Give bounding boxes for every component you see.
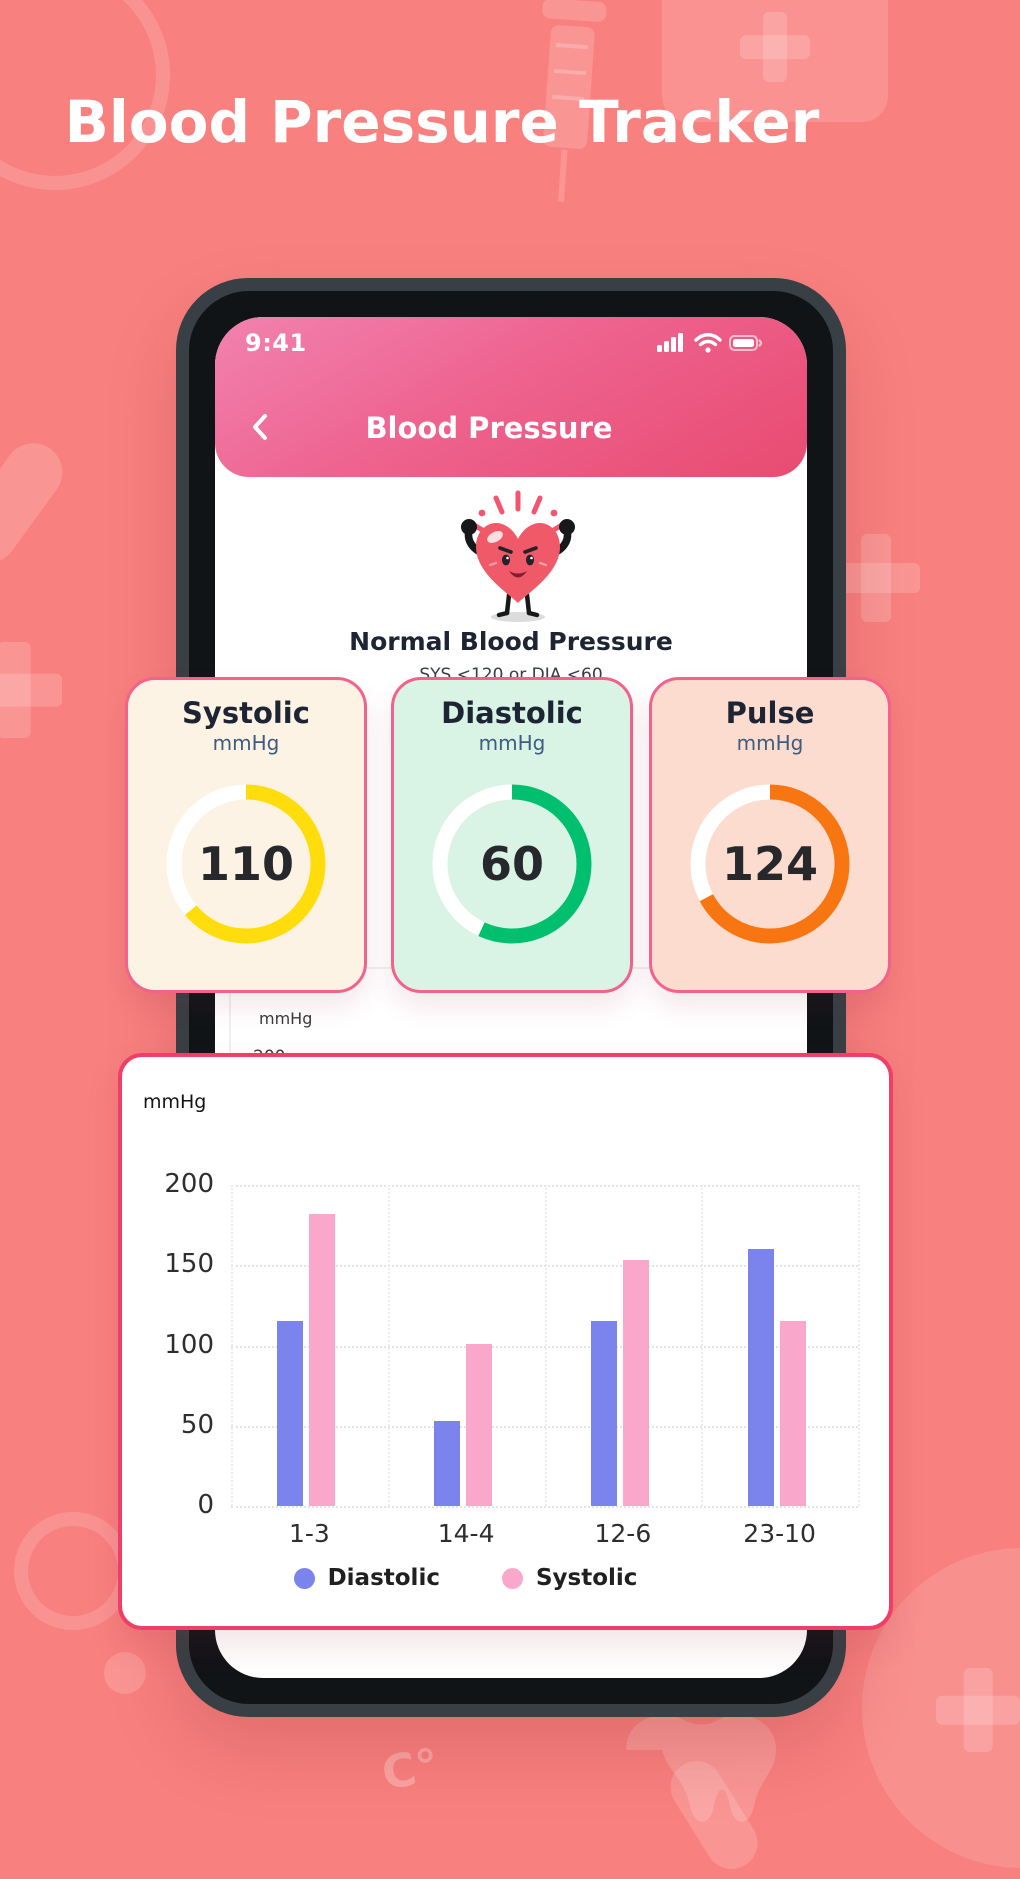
x-tick-label: 23-10 bbox=[743, 1519, 816, 1548]
legend-dot bbox=[501, 1567, 523, 1589]
medkit-icon bbox=[662, 0, 888, 122]
stat-card-unit: mmHg bbox=[736, 731, 804, 755]
decor-plus-icon bbox=[936, 1668, 1020, 1752]
bar-diastolic bbox=[747, 1249, 774, 1506]
app-header: 9:41 bbox=[215, 317, 807, 477]
battery-icon bbox=[729, 335, 763, 351]
status-time: 9:41 bbox=[245, 329, 307, 357]
chevron-left-icon bbox=[253, 414, 267, 440]
legend-label: Diastolic bbox=[327, 1565, 440, 1591]
nav-bar: Blood Pressure bbox=[215, 405, 807, 451]
x-tick-label: 1-3 bbox=[288, 1519, 330, 1548]
legend-item-diastolic: Diastolic bbox=[293, 1565, 440, 1591]
gridline-v bbox=[387, 1185, 390, 1506]
status-bar: 9:41 bbox=[245, 329, 763, 357]
bar-diastolic bbox=[277, 1321, 304, 1506]
nav-title: Blood Pressure bbox=[365, 411, 613, 445]
stat-card-label: Systolic bbox=[182, 696, 310, 730]
chart-legend: Diastolic Systolic bbox=[82, 1565, 849, 1591]
gauge-ring: 60 bbox=[424, 776, 600, 952]
y-tick-label: 200 bbox=[164, 1169, 214, 1199]
heart-mascot-illustration bbox=[461, 490, 575, 622]
back-button[interactable] bbox=[245, 407, 275, 447]
x-tick-label: 14-4 bbox=[437, 1519, 495, 1548]
bar-systolic bbox=[779, 1321, 806, 1506]
stat-card-label: Diastolic bbox=[441, 696, 583, 730]
page-title: Blood Pressure Tracker bbox=[64, 88, 820, 156]
stat-card: Pulse mmHg 124 bbox=[649, 677, 891, 993]
stat-card-value: 124 bbox=[721, 837, 819, 891]
gauge-ring: 124 bbox=[682, 776, 858, 952]
chart-unit-label: mmHg bbox=[143, 1091, 207, 1113]
y-tick-label: 150 bbox=[164, 1249, 214, 1280]
tooth-icon bbox=[626, 1715, 776, 1822]
y-tick-label: 50 bbox=[180, 1409, 214, 1440]
bar-systolic bbox=[622, 1260, 649, 1506]
gridline-v bbox=[701, 1185, 704, 1506]
stat-card: Diastolic mmHg 60 bbox=[391, 677, 633, 993]
gridline-h bbox=[231, 1506, 858, 1508]
celsius-icon: C° bbox=[377, 1737, 444, 1801]
y-tick-label: 100 bbox=[164, 1329, 214, 1360]
stat-card-value: 60 bbox=[479, 837, 544, 891]
bar-systolic bbox=[309, 1213, 336, 1506]
stat-card-label: Pulse bbox=[725, 696, 815, 730]
stat-card-unit: mmHg bbox=[478, 731, 546, 755]
stat-card-unit: mmHg bbox=[212, 731, 280, 755]
bar-diastolic bbox=[434, 1420, 461, 1506]
status-icons bbox=[657, 332, 763, 354]
gridline-v bbox=[858, 1185, 860, 1506]
decor-dot-icon bbox=[104, 1652, 146, 1694]
gridline-v bbox=[544, 1185, 547, 1506]
legend-item-systolic: Systolic bbox=[501, 1565, 638, 1591]
capsule-icon bbox=[0, 431, 74, 575]
bar-systolic bbox=[466, 1343, 493, 1506]
stat-card: Systolic mmHg 110 bbox=[125, 677, 367, 993]
hero-heading: Normal Blood Pressure bbox=[349, 627, 673, 656]
chart-card: mmHg 0 50 100 150 200 1-3 14-4 12-6 23-10 Diasto… bbox=[118, 1053, 893, 1630]
y-tick-label: 0 bbox=[197, 1490, 214, 1520]
gridline-v bbox=[231, 1185, 233, 1506]
decor-plus-icon bbox=[0, 642, 62, 738]
stat-card-value: 110 bbox=[197, 837, 295, 891]
gauge-ring: 110 bbox=[158, 776, 334, 952]
x-tick-label: 12-6 bbox=[594, 1519, 652, 1548]
legend-label: Systolic bbox=[535, 1565, 638, 1591]
hidden-chart-unit-label: mmHg bbox=[259, 1009, 313, 1028]
legend-dot bbox=[293, 1567, 315, 1589]
signal-icon bbox=[657, 333, 683, 352]
wifi-icon bbox=[694, 333, 722, 353]
bar-diastolic bbox=[590, 1321, 617, 1506]
